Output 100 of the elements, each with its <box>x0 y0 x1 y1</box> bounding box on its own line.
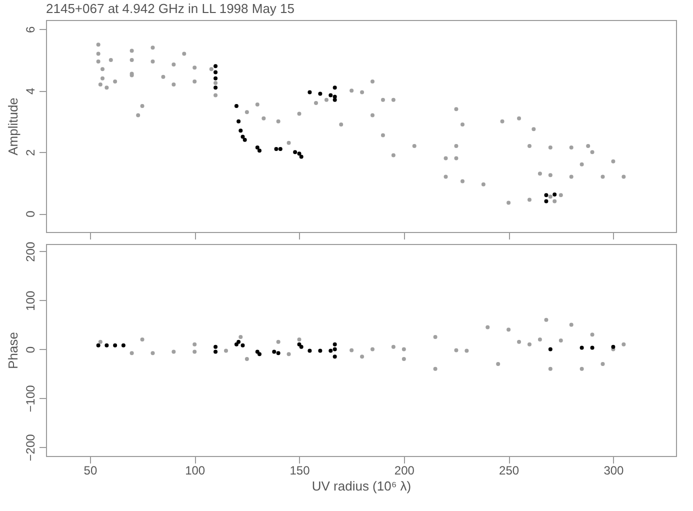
point <box>98 340 102 344</box>
point <box>360 354 364 359</box>
point <box>293 150 298 154</box>
point <box>297 337 302 342</box>
point <box>332 347 337 352</box>
point <box>238 335 243 340</box>
point <box>214 86 218 90</box>
point <box>433 335 438 340</box>
point <box>580 346 584 350</box>
point <box>113 343 118 348</box>
point <box>299 154 304 159</box>
point <box>242 138 247 142</box>
point <box>299 344 304 349</box>
y-axis-title: Phase <box>6 332 20 369</box>
x-tick-label: 300 <box>604 464 624 478</box>
point <box>272 350 276 354</box>
point <box>257 148 262 153</box>
point <box>172 350 176 354</box>
x-tick-label: 150 <box>290 464 310 478</box>
point <box>332 86 337 90</box>
point <box>332 98 337 102</box>
point <box>454 348 458 352</box>
point <box>558 338 563 342</box>
point <box>548 366 552 371</box>
point <box>297 152 302 156</box>
y-tick-label: 6 <box>24 26 38 34</box>
point <box>276 351 280 356</box>
point <box>121 343 126 348</box>
point <box>544 193 548 198</box>
point <box>140 337 144 342</box>
y-tick-label: 0 <box>24 210 38 218</box>
point <box>350 348 354 352</box>
point <box>276 340 280 344</box>
point <box>622 342 626 346</box>
point <box>104 343 109 348</box>
y-tick-label: 2 <box>24 148 38 156</box>
point <box>402 347 406 352</box>
point <box>391 344 396 349</box>
point <box>236 340 241 344</box>
point <box>402 357 406 362</box>
point <box>234 342 238 346</box>
point <box>96 343 100 348</box>
x-tick-label: 250 <box>499 464 520 478</box>
point <box>544 318 548 322</box>
x-tick-label: 100 <box>185 464 206 478</box>
point <box>255 146 260 150</box>
point <box>192 342 197 346</box>
point <box>308 90 312 94</box>
point <box>274 147 278 152</box>
point <box>255 350 260 354</box>
point <box>590 332 594 337</box>
point <box>240 134 245 139</box>
point <box>569 322 574 327</box>
point <box>214 350 218 354</box>
point <box>244 357 249 362</box>
point <box>328 348 333 353</box>
point <box>192 350 197 354</box>
y-tick-label: 4 <box>24 88 38 95</box>
point <box>236 119 241 124</box>
point <box>611 344 616 349</box>
point <box>496 362 500 366</box>
y-tick-label: 200 <box>24 242 38 262</box>
y-tick-label: 0 <box>24 346 38 354</box>
point <box>318 92 322 96</box>
point <box>332 342 337 346</box>
point <box>464 348 469 353</box>
point <box>332 354 337 359</box>
point <box>318 348 322 353</box>
point <box>506 328 511 332</box>
chart-title: 2145+067 at 4.942 GHz in LL 1998 May 15 <box>46 1 295 16</box>
point <box>257 352 262 356</box>
point <box>486 325 490 330</box>
y-axis-title: Amplitude <box>6 98 20 156</box>
point <box>238 128 243 133</box>
point <box>278 147 282 152</box>
point <box>544 199 548 204</box>
x-tick-label: 200 <box>394 464 415 478</box>
point <box>548 347 552 352</box>
point <box>552 192 557 197</box>
point <box>580 366 584 371</box>
point <box>234 104 238 108</box>
point <box>433 366 438 371</box>
point <box>527 342 532 346</box>
x-tick-label: 50 <box>84 464 98 478</box>
point <box>214 344 218 349</box>
point <box>328 93 333 98</box>
point <box>590 346 594 350</box>
y-tick-label: −100 <box>24 384 38 412</box>
point <box>214 64 218 68</box>
point <box>214 70 218 74</box>
x-axis-title: UV radius (10⁶ λ) <box>312 478 412 494</box>
point <box>538 337 542 342</box>
y-tick-label: −200 <box>24 434 38 462</box>
point <box>286 352 291 356</box>
point <box>224 348 228 353</box>
point <box>517 340 522 344</box>
point <box>370 347 375 352</box>
y-tick-label: 100 <box>24 290 38 311</box>
point <box>130 351 134 356</box>
point <box>150 351 155 356</box>
